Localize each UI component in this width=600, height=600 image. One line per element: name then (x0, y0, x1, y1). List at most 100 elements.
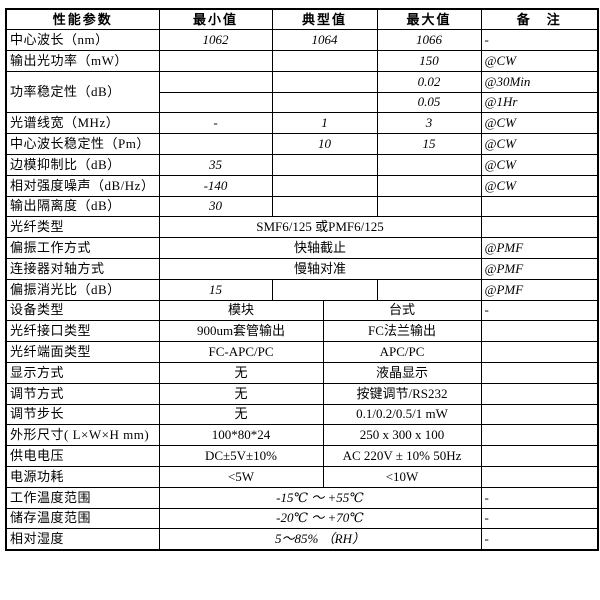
value-cell: 150 (376, 50, 482, 72)
table-row: 光纤类型 SMF6/125 或PMF6/125 (5, 216, 599, 239)
value-cell (158, 133, 273, 156)
param-label: 中心波长（nm） (5, 29, 160, 52)
value-cell (376, 174, 482, 197)
param-label: 相对湿度 (5, 528, 160, 551)
table-row: 中心波长（nm） 1062 1064 1066- (5, 29, 599, 52)
value-cell (158, 70, 273, 93)
value-cell: 台式 (322, 299, 482, 322)
param-label: 输出隔离度（dB） (5, 195, 160, 218)
table-row: 0.05 @1Hr (6, 91, 599, 114)
table-row: 输出光功率（mW） 150 @CW (5, 50, 599, 72)
remark-cell (480, 424, 599, 447)
header-cell: 备 注 (480, 8, 599, 31)
value-cell: 液晶显示 (322, 362, 482, 384)
table-row: 供电电压 DC±5V±10% AC 220V ± 10% 50Hz (5, 445, 599, 468)
table-row: 光纤端面类型 FC-APC/PC APC/PC (5, 341, 599, 364)
remark-cell: - (480, 507, 599, 530)
remark-cell (480, 195, 599, 218)
remark-cell (480, 466, 599, 488)
table-row: 工作温度范围 -15℃ ～ +55℃ - (5, 486, 599, 509)
remark-cell: @CW (480, 133, 599, 156)
param-label: 调节方式 (5, 382, 160, 405)
param-label: 中心波长稳定性（Pm） (5, 133, 160, 156)
value-cell (376, 278, 482, 301)
value-cell (271, 195, 378, 218)
value-cell: 模块 (158, 299, 324, 322)
remark-cell: @CW (480, 174, 599, 197)
value-cell (271, 154, 378, 176)
remark-cell: @1Hr (480, 91, 599, 114)
param-label: 设备类型 (5, 299, 160, 322)
param-label: 光纤接口类型 (5, 320, 160, 343)
table-row: 显示方式无液晶显示 (5, 362, 599, 384)
value-cell: 15 (158, 278, 273, 301)
remark-cell: - (480, 528, 599, 551)
table-row: 偏振消光比（dB） 15 @PMF (5, 278, 599, 301)
value-cell: 10 (271, 133, 378, 156)
value-cell (271, 70, 378, 93)
param-label: 边模抑制比（dB） (5, 154, 160, 176)
value-cell: 0.1/0.2/0.5/1 mW (322, 403, 482, 426)
table-row: 储存温度范围 -20℃ ～ +70℃ - (5, 507, 599, 530)
header-cell: 最小值 (158, 8, 273, 31)
table-row: 设备类型 模块 台式 - (5, 299, 599, 322)
header-cell: 性能参数 (5, 8, 160, 31)
value-cell: 无 (158, 382, 324, 405)
remark-cell (480, 216, 599, 239)
remark-cell (480, 362, 599, 384)
value-cell: 250 x 300 x 100 (322, 424, 482, 447)
header-cell: 典型值 (271, 8, 378, 31)
value-cell: 3 (376, 112, 482, 135)
header-cell: 最大值 (376, 8, 482, 31)
param-label: 光纤端面类型 (5, 341, 160, 364)
param-label: 工作温度范围 (5, 486, 160, 509)
remark-cell: - (480, 299, 599, 322)
value-cell: 100*80*24 (158, 424, 324, 447)
remark-cell: @CW (480, 112, 599, 135)
value-cell (376, 195, 482, 218)
value-cell: SMF6/125 或PMF6/125 (158, 216, 482, 239)
value-cell: 无 (158, 403, 324, 426)
remark-cell: @PMF (480, 278, 599, 301)
table-row: 外形尺寸( L×W×H mm) 100*80*24 250 x 300 x 100 (5, 424, 599, 447)
header-row: 性能参数 最小值 典型值 最大值备 注 (5, 8, 599, 31)
param-label: 显示方式 (5, 362, 160, 384)
value-cell: APC/PC (322, 341, 482, 364)
param-label: 偏振消光比（dB） (5, 278, 160, 301)
table-row: 偏振工作方式 快轴截止 @PMF (5, 237, 599, 260)
spec-table-body: 性能参数 最小值 典型值 最大值备 注中心波长（nm） 1062 1064 1066- 输出光… (5, 8, 599, 551)
value-cell (376, 154, 482, 176)
param-label: 外形尺寸( L×W×H mm) (5, 424, 160, 447)
remark-cell: - (480, 486, 599, 509)
value-cell (271, 50, 378, 72)
value-cell: <5W (158, 466, 324, 488)
value-cell: -20℃ ～ +70℃ (158, 507, 482, 530)
value-cell (158, 91, 273, 114)
value-cell: 0.02 (376, 70, 482, 93)
value-cell: FC-APC/PC (158, 341, 324, 364)
table-row: 光纤接口类型 900um套管输出 FC法兰输出 (5, 320, 599, 343)
value-cell (271, 278, 378, 301)
table-row: 调节步长无 0.1/0.2/0.5/1 mW (5, 403, 599, 426)
table-row: 相对湿度 5～85% （RH） - (5, 528, 599, 551)
param-label: 供电电压 (5, 445, 160, 468)
table-row: 连接器对轴方式 慢轴对准 @PMF (5, 258, 599, 280)
value-cell: -140 (158, 174, 273, 197)
value-cell: 快轴截止 (158, 237, 482, 260)
value-cell: 0.05 (376, 91, 482, 114)
param-label: 连接器对轴方式 (5, 258, 160, 280)
param-label: 光纤类型 (5, 216, 160, 239)
param-label: 输出光功率（mW） (5, 50, 160, 72)
value-cell: - (158, 112, 273, 135)
remark-cell (480, 403, 599, 426)
remark-cell (480, 445, 599, 468)
value-cell: 35 (158, 154, 273, 176)
value-cell: 5～85% （RH） (158, 528, 482, 551)
value-cell: DC±5V±10% (158, 445, 324, 468)
table-row: 调节方式无按键调节/RS232 (5, 382, 599, 405)
value-cell: AC 220V ± 10% 50Hz (322, 445, 482, 468)
table-row: 输出隔离度（dB） 30 (5, 195, 599, 218)
param-label: 储存温度范围 (5, 507, 160, 530)
value-cell: 1 (271, 112, 378, 135)
